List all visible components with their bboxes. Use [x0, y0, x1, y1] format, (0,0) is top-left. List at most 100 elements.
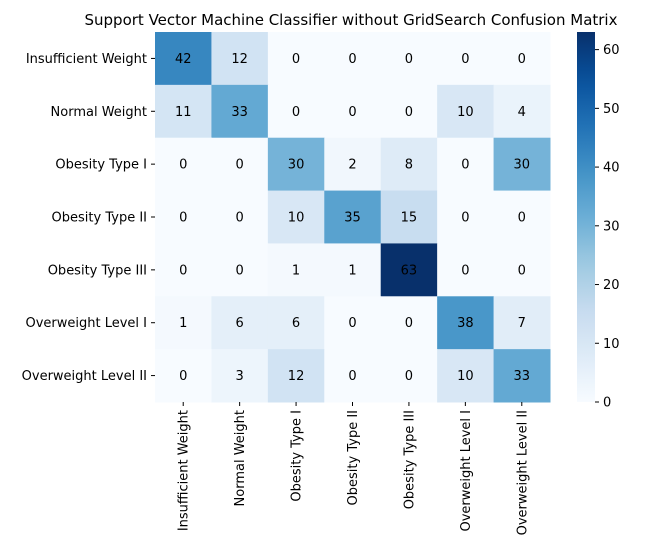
heatmap-cell [155, 296, 212, 350]
cell-value-label: 35 [344, 211, 361, 226]
cell-value-label: 0 [405, 105, 413, 120]
heatmap-cell [267, 349, 325, 403]
cell-value-label: 0 [236, 211, 244, 226]
heatmap-cell [437, 190, 495, 244]
heatmap-cell [380, 349, 438, 403]
heatmap-cell [493, 243, 551, 297]
colorbar-tick-label: 40 [603, 161, 620, 176]
column-label: Overweight Level I [459, 410, 474, 532]
colorbar-tick-label: 30 [603, 219, 620, 234]
colorbar-gradient [577, 32, 595, 402]
heatmap-cell [211, 243, 269, 297]
row-labels: Insufficient Weight Normal Weight Obesity … [22, 52, 155, 384]
row-label: Obesity Type III [48, 263, 147, 278]
cell-value-label: 0 [405, 369, 413, 384]
cell-value-label: 0 [179, 263, 187, 278]
cell-value-label: 1 [179, 316, 187, 331]
cell-value-label: 0 [348, 369, 356, 384]
heatmap-cell [324, 84, 382, 139]
cell-value-label: 0 [461, 158, 469, 173]
heatmap-cell [211, 137, 269, 192]
cell-value-label: 10 [457, 369, 474, 384]
cell-value-label: 6 [236, 316, 244, 331]
cell-value-label: 30 [288, 158, 305, 173]
colorbar: 0 10 20 30 40 50 60 [577, 32, 620, 411]
heatmap-cell [493, 137, 551, 192]
row-label: Obesity Type II [52, 211, 147, 226]
cell-value-label: 0 [461, 211, 469, 226]
cell-value-label: 12 [288, 369, 305, 384]
heatmap-cell [155, 137, 212, 192]
heatmap-cell [380, 243, 438, 297]
heatmap-cell [155, 243, 212, 297]
heatmap-cell [437, 137, 495, 192]
cell-value-label: 3 [236, 369, 244, 384]
heatmap-cell [380, 32, 438, 86]
cell-value-label: 0 [179, 369, 187, 384]
cell-value-label: 0 [292, 52, 300, 67]
column-label: Normal Weight [233, 410, 248, 506]
cell-value-label: 0 [518, 211, 526, 226]
cell-value-label: 1 [348, 263, 356, 278]
cell-value-label: 0 [405, 316, 413, 331]
heatmap-cell [211, 296, 269, 350]
heatmap-cell [267, 84, 325, 139]
heatmap-cell [437, 243, 495, 297]
heatmap-cell [380, 296, 438, 350]
column-label: Insufficient Weight [177, 410, 192, 531]
heatmap-cell [155, 190, 212, 244]
heatmap-cell [437, 32, 495, 86]
cell-value-label: 33 [231, 105, 248, 120]
cell-value-label: 12 [231, 52, 248, 67]
cell-value-label: 0 [518, 263, 526, 278]
heatmap-cell [155, 32, 212, 86]
row-label: Insufficient Weight [26, 52, 147, 67]
heatmap-cell [380, 84, 438, 139]
cell-value-label: 0 [348, 316, 356, 331]
cell-value-label: 0 [179, 158, 187, 173]
heatmap-cell [211, 190, 269, 244]
cell-value-label: 0 [292, 105, 300, 120]
colorbar-tick-label: 0 [603, 396, 611, 411]
column-labels: Insufficient Weight Normal Weight Obesity … [177, 402, 530, 535]
heatmap-cell [211, 84, 269, 139]
heatmap-cell [437, 349, 495, 403]
column-label: Obesity Type I [290, 410, 305, 502]
heatmap-cell [267, 190, 325, 244]
cell-value-label: 0 [179, 211, 187, 226]
heatmap-cell [437, 84, 495, 139]
colorbar-tick-label: 20 [603, 278, 620, 293]
heatmap-cell [493, 32, 551, 86]
cell-value-label: 0 [236, 263, 244, 278]
cell-value-label: 0 [461, 263, 469, 278]
heatmap-cell [155, 84, 212, 139]
cell-value-label: 30 [514, 158, 531, 173]
cell-value-label: 0 [405, 52, 413, 67]
heatmap-cell [324, 190, 382, 244]
cell-value-label: 2 [348, 158, 356, 173]
cell-value-label: 38 [457, 316, 474, 331]
cell-value-label: 0 [348, 52, 356, 67]
cell-value-label: 8 [405, 158, 413, 173]
heatmap-cell [155, 349, 212, 403]
cell-value-label: 10 [457, 105, 474, 120]
cell-value-label: 1 [292, 263, 300, 278]
row-label: Overweight Level I [25, 316, 147, 331]
column-label: Obesity Type II [346, 410, 361, 505]
cell-value-label: 0 [518, 52, 526, 67]
cell-value-label: 33 [514, 369, 531, 384]
column-label: Obesity Type III [402, 410, 417, 509]
heatmap-cell [324, 296, 382, 350]
heatmap-cell [324, 243, 382, 297]
cell-value-label: 6 [292, 316, 300, 331]
cell-value-label: 63 [401, 263, 418, 278]
colorbar-tick-label: 50 [603, 102, 620, 117]
heatmap-cell [437, 296, 495, 350]
heatmap-cell [211, 32, 269, 86]
heatmap-cell [324, 32, 382, 86]
row-label: Overweight Level II [22, 369, 147, 384]
heatmap-cell [493, 84, 551, 139]
row-label: Obesity Type I [55, 158, 147, 173]
heatmap-cell [493, 349, 551, 403]
row-label: Normal Weight [51, 105, 147, 120]
